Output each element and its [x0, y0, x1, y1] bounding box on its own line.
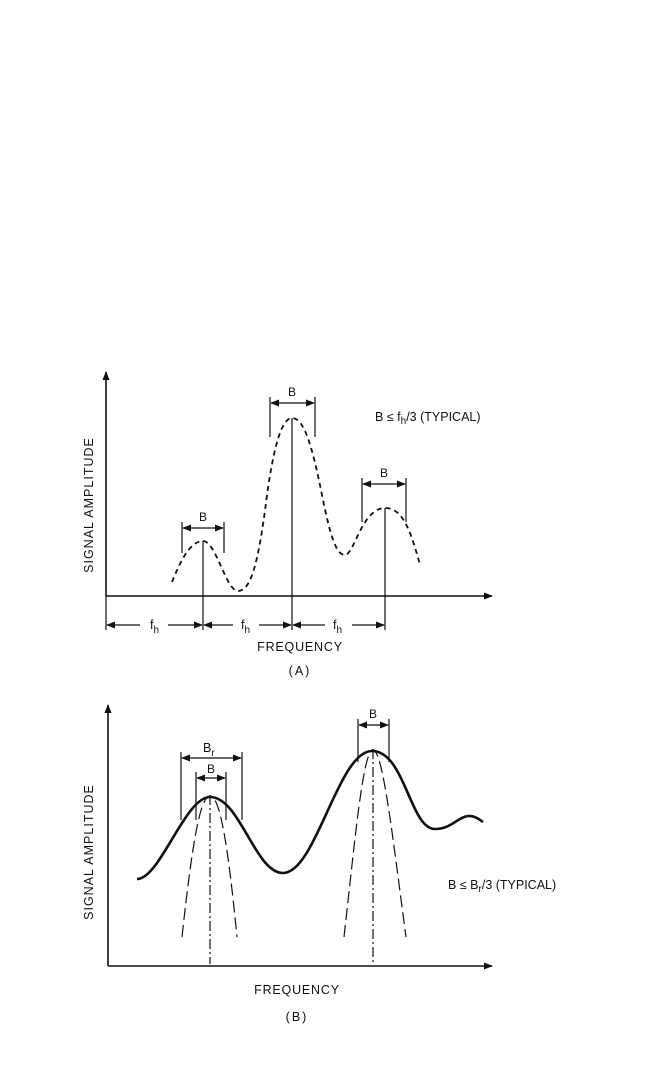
panel-b-bandwidth-bracket-1: B	[195, 762, 227, 820]
panel-a-bandwidth-bracket-1: B	[181, 510, 225, 553]
panel-b-annotation: B ≤ Br/3 (TYPICAL)	[448, 878, 556, 895]
panel-b-resolution-bracket: Br	[180, 741, 243, 820]
panel-b-response-curve	[136, 749, 484, 881]
panel-a-spacing-fh-2: fh	[203, 618, 292, 636]
panel-b-bandwidth-bracket-2: B	[357, 707, 390, 762]
panel-a-spacing-label-3: fh	[333, 618, 342, 636]
panel-b-y-label: SIGNAL AMPLITUDE	[82, 784, 96, 920]
panel-a-bandwidth-label-1: B	[199, 510, 207, 524]
panel-a-bandwidth-bracket-2: B	[269, 385, 316, 437]
panel-b-bandwidth-label-1: B	[207, 762, 215, 776]
panel-a-spacing-fh-1: fh	[106, 618, 203, 636]
panel-a-spacing-label-1: fh	[150, 618, 159, 636]
panel-a-caption: (A)	[289, 664, 312, 678]
panel-a-response-curve	[171, 417, 421, 592]
panel-a-spacing-label-2: fh	[241, 618, 250, 636]
panel-a-x-label: FREQUENCY	[257, 640, 343, 654]
panel-a-bandwidth-label-2: B	[288, 385, 296, 399]
panel-a-spacing-fh-3: fh	[292, 618, 385, 636]
panel-a: SIGNAL AMPLITUDE B B B B ≤	[82, 371, 493, 678]
panel-b-resolution-label: Br	[203, 741, 215, 759]
panel-a-annotation: B ≤ fh/3 (TYPICAL)	[375, 410, 481, 427]
panel-b-x-label: FREQUENCY	[254, 983, 340, 997]
panel-a-bandwidth-label-3: B	[380, 466, 388, 480]
panel-a-bandwidth-bracket-3: B	[361, 466, 407, 522]
panel-b-narrow-curve-2	[343, 749, 407, 938]
panel-b: SIGNAL AMPLITUDE Br B B	[82, 704, 556, 1024]
panel-b-caption: (B)	[286, 1010, 309, 1024]
panel-b-bandwidth-label-2: B	[369, 707, 377, 721]
panel-a-y-label: SIGNAL AMPLITUDE	[82, 437, 96, 573]
